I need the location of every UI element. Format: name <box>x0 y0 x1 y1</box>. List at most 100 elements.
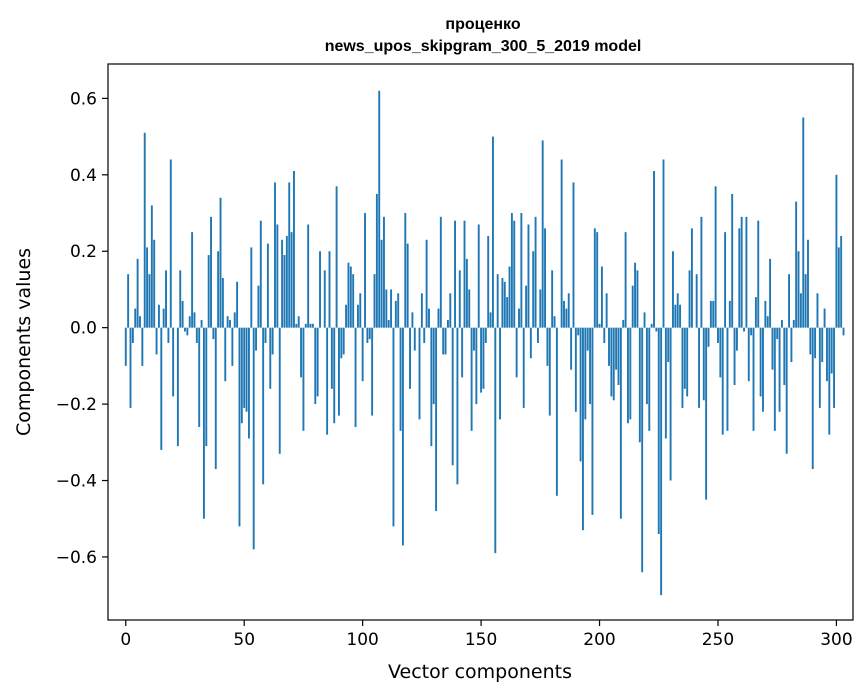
x-axis-label: Vector components <box>388 661 572 683</box>
bar <box>745 216 748 328</box>
bar <box>141 327 144 366</box>
bar <box>491 136 494 328</box>
bar <box>783 327 786 385</box>
bar <box>300 327 303 378</box>
bar <box>579 327 582 462</box>
bar <box>124 327 127 366</box>
bar <box>636 270 639 328</box>
bar <box>705 327 708 500</box>
chart-title-line-1: проценко <box>445 16 520 33</box>
bar <box>238 327 241 527</box>
bar <box>686 327 689 397</box>
bar <box>638 327 641 443</box>
bar <box>451 327 454 466</box>
bar <box>430 327 433 447</box>
bar <box>807 239 809 328</box>
bar <box>342 327 345 355</box>
bar <box>563 300 565 328</box>
bar <box>139 316 141 328</box>
bar <box>418 327 421 420</box>
bar <box>700 216 703 328</box>
bar <box>489 312 492 328</box>
bar <box>288 182 291 328</box>
bar <box>548 327 551 416</box>
bar <box>283 255 286 328</box>
bar <box>721 327 724 435</box>
bar <box>309 323 312 328</box>
bar <box>428 308 430 328</box>
bar <box>380 239 383 328</box>
bar <box>146 247 149 328</box>
bar <box>394 300 397 328</box>
bar <box>572 182 575 328</box>
bar <box>411 312 414 328</box>
bar <box>726 327 729 431</box>
bar <box>660 327 663 596</box>
y-tick-label: −0.2 <box>56 395 97 415</box>
bar <box>127 274 130 328</box>
bar <box>842 327 845 336</box>
bar <box>257 285 260 328</box>
bar <box>487 235 490 328</box>
bar <box>359 293 362 328</box>
y-tick-label: 0.0 <box>70 319 97 339</box>
bar <box>645 327 648 405</box>
bar <box>816 293 819 328</box>
bar <box>252 327 255 550</box>
bar <box>555 327 558 496</box>
bar <box>764 300 767 328</box>
bar <box>271 327 274 355</box>
y-tick-label: −0.6 <box>56 548 97 568</box>
bar <box>347 262 350 328</box>
bar <box>773 327 776 431</box>
bar <box>338 327 340 416</box>
bar <box>759 327 762 397</box>
bar <box>802 117 805 328</box>
bar <box>818 327 821 408</box>
bar <box>240 327 243 424</box>
bar <box>778 327 781 412</box>
bar <box>285 235 288 328</box>
bar <box>795 201 798 328</box>
bar <box>200 320 203 328</box>
bar <box>136 258 139 328</box>
bar <box>425 239 428 328</box>
bar <box>295 323 298 328</box>
bar <box>797 251 800 328</box>
bar <box>515 327 518 378</box>
bar <box>406 243 409 328</box>
bar <box>522 327 525 408</box>
bar <box>165 270 167 328</box>
bar <box>316 327 319 397</box>
bar <box>473 327 475 351</box>
bar <box>442 327 445 355</box>
bar <box>593 228 596 328</box>
bar <box>212 327 215 340</box>
bar <box>390 289 393 328</box>
bar <box>413 327 416 351</box>
bar <box>392 327 395 527</box>
bar <box>574 327 577 412</box>
bar <box>690 228 693 328</box>
bar <box>785 327 788 454</box>
bar <box>771 327 774 370</box>
bar <box>676 293 679 328</box>
bar <box>529 327 532 359</box>
bar <box>591 327 594 515</box>
bar <box>373 274 376 328</box>
bar <box>780 320 783 328</box>
bar <box>435 327 438 512</box>
bar <box>219 197 222 328</box>
bar <box>176 327 179 447</box>
bar <box>577 327 580 336</box>
bar <box>664 327 667 439</box>
bar <box>688 270 691 328</box>
bar <box>518 308 520 328</box>
bar <box>221 277 224 328</box>
bar <box>641 327 644 573</box>
bar <box>191 232 194 328</box>
bar <box>769 258 772 328</box>
bar <box>302 327 305 431</box>
bar <box>804 274 807 328</box>
